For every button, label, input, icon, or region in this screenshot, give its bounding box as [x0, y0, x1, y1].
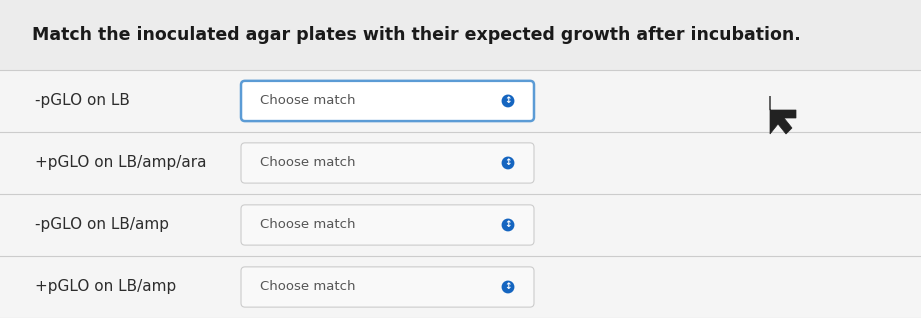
FancyBboxPatch shape	[0, 256, 921, 318]
Circle shape	[502, 95, 514, 107]
FancyBboxPatch shape	[0, 70, 921, 132]
FancyBboxPatch shape	[241, 205, 534, 245]
Text: Choose match: Choose match	[260, 94, 356, 107]
FancyBboxPatch shape	[241, 143, 534, 183]
Text: ↕: ↕	[505, 220, 512, 230]
Circle shape	[502, 281, 514, 293]
Text: Choose match: Choose match	[260, 280, 356, 294]
Text: Choose match: Choose match	[260, 156, 356, 169]
Polygon shape	[770, 96, 796, 134]
FancyBboxPatch shape	[0, 0, 921, 70]
Text: -pGLO on LB: -pGLO on LB	[35, 93, 130, 108]
FancyBboxPatch shape	[0, 132, 921, 194]
FancyBboxPatch shape	[241, 81, 534, 121]
Text: ↕: ↕	[505, 158, 512, 168]
Circle shape	[502, 219, 514, 231]
FancyBboxPatch shape	[0, 194, 921, 256]
Text: Match the inoculated agar plates with their expected growth after incubation.: Match the inoculated agar plates with th…	[32, 26, 800, 44]
Text: ↕: ↕	[505, 96, 512, 106]
Text: -pGLO on LB/amp: -pGLO on LB/amp	[35, 218, 169, 232]
Circle shape	[502, 157, 514, 169]
FancyBboxPatch shape	[241, 267, 534, 307]
Text: Choose match: Choose match	[260, 218, 356, 232]
Text: ↕: ↕	[505, 282, 512, 292]
Text: +pGLO on LB/amp/ara: +pGLO on LB/amp/ara	[35, 156, 206, 170]
Text: +pGLO on LB/amp: +pGLO on LB/amp	[35, 280, 176, 294]
